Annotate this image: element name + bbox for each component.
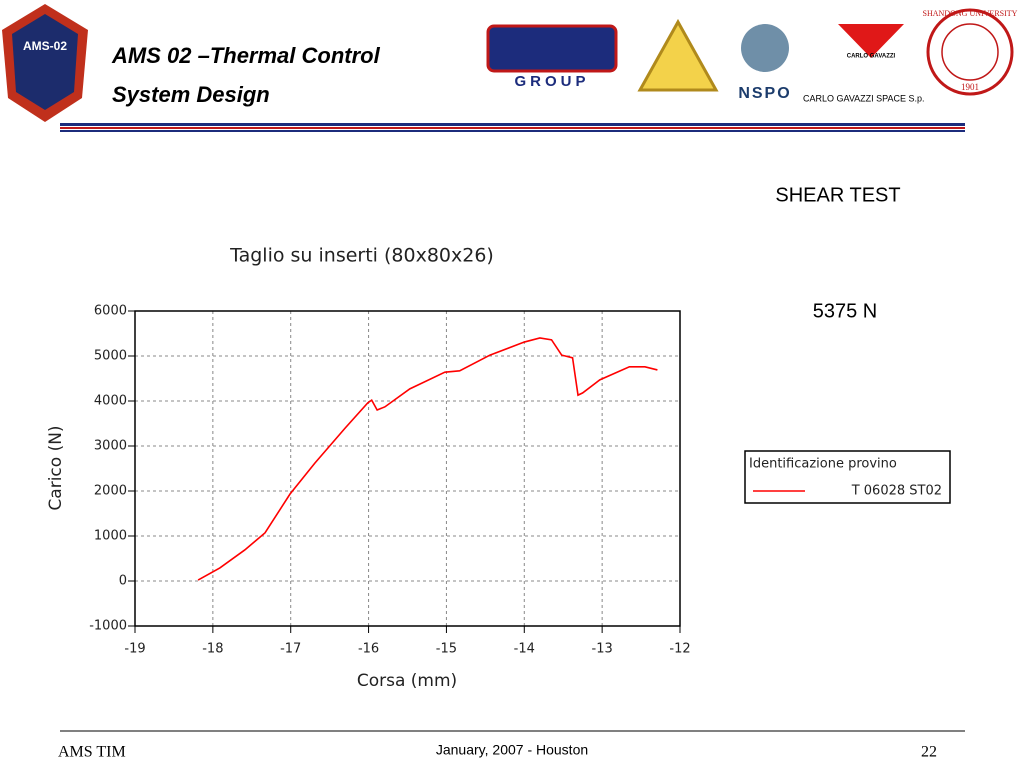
x-tick-label: -14 [514, 642, 535, 657]
gold-logo [637, 18, 719, 92]
y-axis-label: Carico (N) [46, 425, 66, 510]
logo-text: NSPO [738, 85, 791, 102]
x-tick-label: -18 [202, 642, 223, 657]
x-tick-label: -16 [358, 642, 379, 657]
header-rule [60, 127, 965, 129]
y-tick-label: 1000 [94, 529, 127, 544]
x-tick-label: -12 [669, 642, 690, 657]
result: 5375 N [813, 300, 878, 322]
x-tick-label: -19 [124, 642, 145, 657]
x-axis-label: Corsa (mm) [357, 671, 457, 691]
logo-text: SHANDONG UNIVERSITY [923, 9, 1018, 18]
y-tick-label: 0 [119, 574, 127, 589]
legend-title: Identificazione provino [749, 457, 897, 472]
page-number: 22 [921, 744, 937, 761]
y-tick-label: 3000 [94, 439, 127, 454]
plot-frame [134, 310, 681, 627]
chart-title: Taglio su inserti (80x80x26) [229, 245, 494, 267]
nspo-logo: NSPO [738, 24, 791, 102]
y-tick-label: 5000 [94, 349, 127, 364]
plot-area [135, 311, 680, 626]
logo-text: GROUP [514, 73, 589, 90]
logo-text: CARLO GAVAZZI [847, 54, 896, 60]
x-tick-label: -17 [280, 642, 301, 657]
logo-text: CARLO GAVAZZI SPACE S.p. [803, 93, 925, 103]
header-rule [60, 123, 965, 126]
heading: SHEAR TEST [775, 184, 900, 206]
slide-title: System Design [112, 82, 270, 107]
legend-label: T 06028 ST02 [851, 484, 942, 499]
shandong-logo: SHANDONG UNIVERSITY 1901 [923, 8, 1018, 96]
y-tick-label: 4000 [94, 394, 127, 409]
footer-center: January, 2007 - Houston [436, 742, 588, 758]
logo-text: AMS-02 [23, 39, 67, 53]
esc-logo: GROUP [486, 24, 618, 90]
legend-box [744, 450, 951, 504]
x-tick-label: -13 [592, 642, 613, 657]
y-tick-label: 6000 [94, 304, 127, 319]
header-rule [60, 130, 965, 132]
slide-title: AMS 02 –Thermal Control [111, 43, 381, 68]
data-line [197, 337, 658, 581]
x-tick-label: -15 [436, 642, 457, 657]
ams-logo: AMS-02 [2, 4, 88, 122]
logo-text: 1901 [961, 82, 979, 92]
gavazzi-logo: CARLO GAVAZZI CARLO GAVAZZI SPACE S.p. [803, 24, 925, 103]
y-tick-label: 2000 [94, 484, 127, 499]
footer-left: AMS TIM [58, 744, 126, 761]
y-tick-label: -1000 [89, 619, 127, 634]
